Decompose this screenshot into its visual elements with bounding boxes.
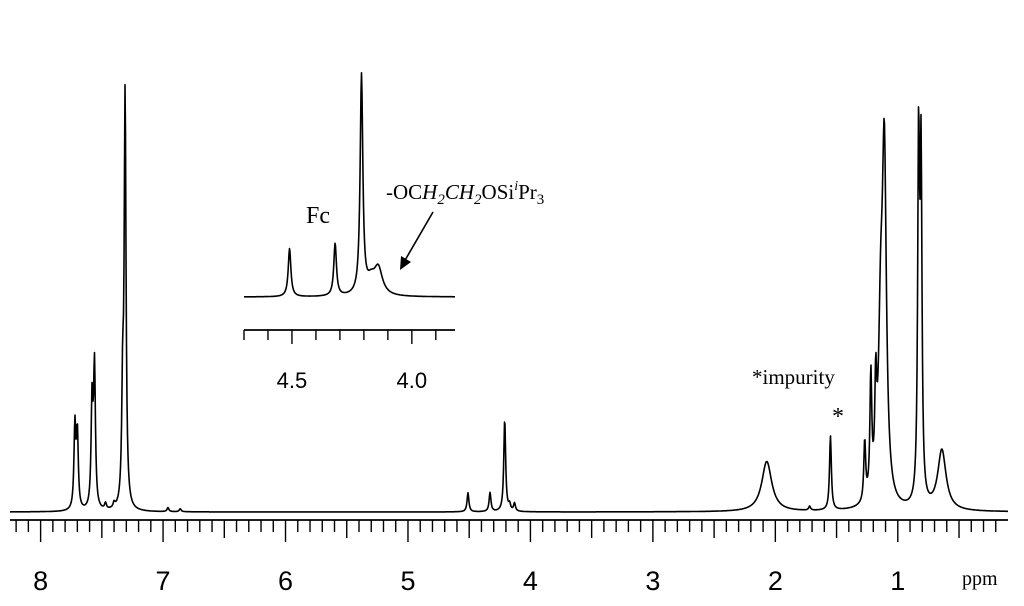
group-label-prefix: -OC <box>386 180 422 204</box>
x-tick-label: 1 <box>890 566 905 596</box>
x-tick-label: 8 <box>33 566 48 596</box>
group-label-h-b: H <box>458 180 476 204</box>
inset-x-tick-label: 4.0 <box>397 368 428 393</box>
x-axis-tick-labels: 8 7 6 5 4 3 2 1 <box>33 566 905 596</box>
spectrum-trace <box>9 83 1009 513</box>
group-label-h-a: H <box>421 180 439 204</box>
group-label: -OCH2CH2OSiiPr3 <box>386 179 544 208</box>
impurity-asterisk: * <box>832 404 844 430</box>
x-tick-label: 2 <box>768 566 783 596</box>
annotation-arrow-head <box>400 256 411 270</box>
inset-x-axis-ticks <box>243 330 437 344</box>
x-tick-label: 5 <box>400 566 415 596</box>
inset-chart: 4.5 4.0 Fc -OCH2CH2OSiiPr3 <box>243 72 544 393</box>
x-tick-label: 4 <box>523 566 538 596</box>
group-label-pr: Pr <box>518 180 537 204</box>
fc-label: Fc <box>306 203 330 229</box>
x-tick-label: 3 <box>645 566 660 596</box>
inset-spectrum-trace <box>243 72 456 298</box>
inset-x-axis-tick-labels: 4.5 4.0 <box>277 368 427 393</box>
group-label-sub-2a: 2 <box>437 192 445 208</box>
impurity-annotation: *impurity <box>752 365 835 389</box>
group-label-osi: OSi <box>482 180 515 204</box>
x-tick-label: 7 <box>156 566 171 596</box>
x-axis-ticks <box>15 520 997 542</box>
group-label-sub-3: 3 <box>537 192 545 208</box>
group-label-c: C <box>445 180 460 204</box>
group-label-sup-i: i <box>514 179 518 194</box>
x-tick-label: 6 <box>278 566 293 596</box>
group-label-sub-2b: 2 <box>474 192 482 208</box>
inset-x-tick-label: 4.5 <box>277 368 308 393</box>
annotation-arrow-shaft <box>403 211 434 263</box>
x-axis-unit-label: ppm <box>962 568 998 590</box>
